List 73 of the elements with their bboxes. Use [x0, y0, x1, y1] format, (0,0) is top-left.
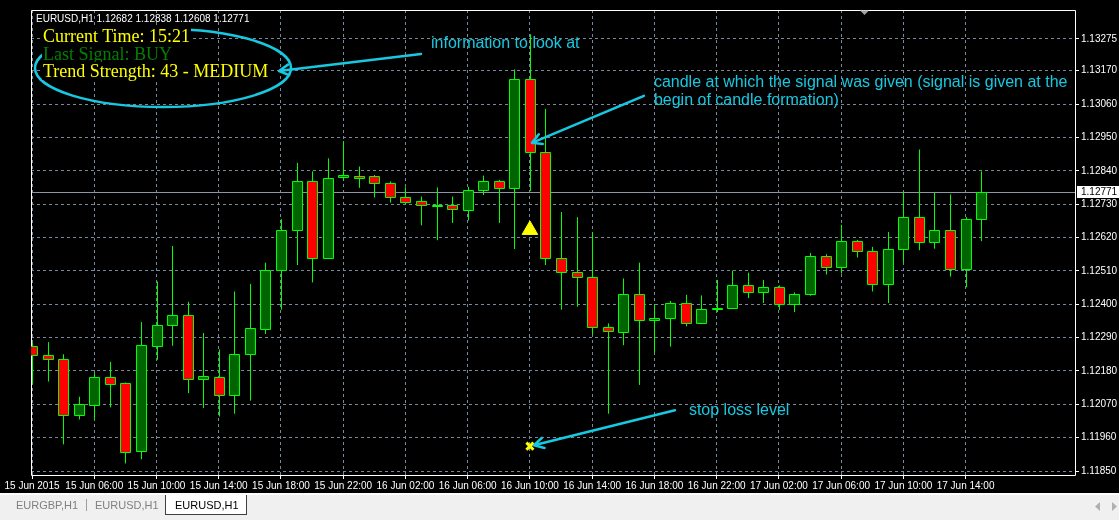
y-tick-label: 1.13060	[1081, 97, 1118, 109]
y-tick-label: 1.12180	[1081, 364, 1118, 376]
x-tick-label: 17 Jun 14:00	[936, 479, 995, 491]
x-tick-label: 16 Jun 22:00	[687, 479, 746, 491]
candlestick	[572, 216, 583, 308]
candlestick	[649, 303, 660, 354]
candlestick	[447, 196, 458, 224]
ref-line-label: 1.12771	[1081, 185, 1118, 197]
candlestick	[494, 179, 505, 224]
candlestick	[789, 291, 800, 313]
candlestick	[929, 192, 940, 250]
y-tick-label: 1.12070	[1081, 398, 1118, 410]
x-tick-label: 15 Jun 10:00	[127, 479, 186, 491]
y-tick-label: 1.12620	[1081, 231, 1118, 243]
x-tick-label: 16 Jun 02:00	[376, 479, 435, 491]
y-tick-label: 1.12510	[1081, 264, 1118, 276]
candlestick	[727, 270, 738, 310]
candlestick	[681, 294, 692, 327]
x-tick-label: 16 Jun 10:00	[501, 479, 560, 491]
x-tick-label: 15 Jun 22:00	[314, 479, 373, 491]
candlestick	[774, 284, 785, 311]
candlestick	[167, 245, 178, 347]
x-tick-label: 16 Jun 14:00	[563, 479, 622, 491]
candlestick	[743, 272, 754, 299]
x-tick-label: 15 Jun 2015	[4, 479, 60, 491]
x-tick-label: 15 Jun 18:00	[252, 479, 311, 491]
x-tick-label: 17 Jun 10:00	[874, 479, 933, 491]
annotation: information to look at	[431, 34, 581, 52]
candlestick	[758, 279, 769, 304]
annotation: stop loss level	[688, 400, 790, 418]
candlestick	[821, 253, 832, 275]
y-tick-label: 1.11960	[1081, 431, 1117, 443]
candlestick	[478, 175, 489, 196]
text: EURUSD,H1	[175, 498, 239, 513]
candlestick	[105, 361, 116, 408]
chart-title: EURUSD,H1 1.12682 1.12838 1.12608 1.12771	[36, 12, 250, 24]
x-tick-label: 16 Jun 06:00	[438, 479, 498, 491]
x-tick-label: 17 Jun 06:00	[812, 479, 871, 491]
annotation: Current Time: 15:21	[42, 26, 192, 46]
candlestick	[152, 280, 163, 361]
y-tick-label: 1.12840	[1081, 164, 1118, 176]
y-tick-label: 1.12730	[1081, 197, 1118, 209]
candlestick	[354, 166, 365, 189]
candlestick	[416, 196, 427, 226]
candlestick	[338, 140, 349, 182]
text: EURGBP,H1	[16, 498, 79, 513]
candlestick	[74, 396, 85, 420]
candlestick	[43, 341, 54, 383]
text: EURUSD,H1	[95, 498, 159, 513]
candlestick	[712, 279, 723, 313]
candlestick	[198, 332, 209, 409]
candlestick	[385, 180, 396, 204]
x-tick-label: 15 Jun 14:00	[189, 479, 249, 491]
candlestick	[432, 186, 443, 241]
x-tick-label: 17 Jun 02:00	[749, 479, 809, 491]
y-tick-label: 1.11850	[1081, 464, 1117, 476]
candlestick	[696, 294, 707, 325]
y-tick-label: 1.13275	[1081, 32, 1118, 44]
y-tick-label: 1.12400	[1081, 297, 1118, 309]
candlestick	[214, 348, 225, 417]
x-tick-label: 15 Jun 06:00	[65, 479, 124, 491]
y-tick-label: 1.12290	[1081, 331, 1118, 343]
candlestick	[369, 174, 380, 198]
y-tick-label: 1.12950	[1081, 131, 1118, 143]
y-tick-label: 1.13170	[1081, 64, 1118, 76]
candlestick	[603, 322, 614, 415]
annotation: Trend Strength: 43 - MEDIUM	[42, 61, 270, 81]
annotation: Last Signal: BUY	[42, 44, 173, 64]
candlestick	[556, 211, 567, 311]
candlestick	[463, 186, 474, 222]
candlestick	[665, 300, 676, 348]
annotation: candle at which the signal was given (signal is given at the begin of candle formation)	[653, 73, 1068, 109]
x-tick-label: 16 Jun 18:00	[625, 479, 684, 491]
